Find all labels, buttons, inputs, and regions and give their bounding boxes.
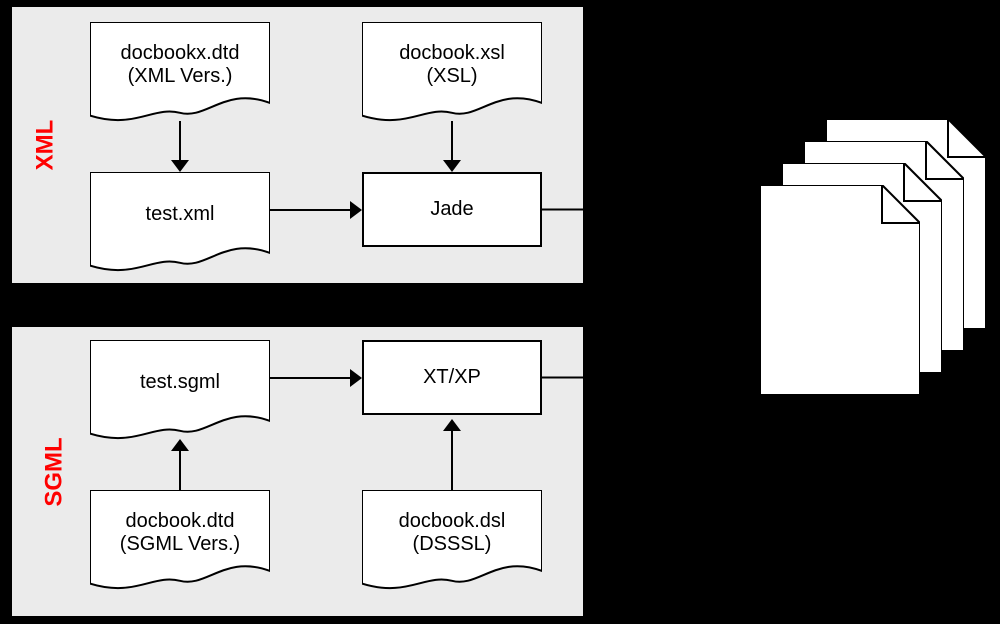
output-document-icon <box>760 185 920 395</box>
output-documents-stack <box>0 0 1000 624</box>
